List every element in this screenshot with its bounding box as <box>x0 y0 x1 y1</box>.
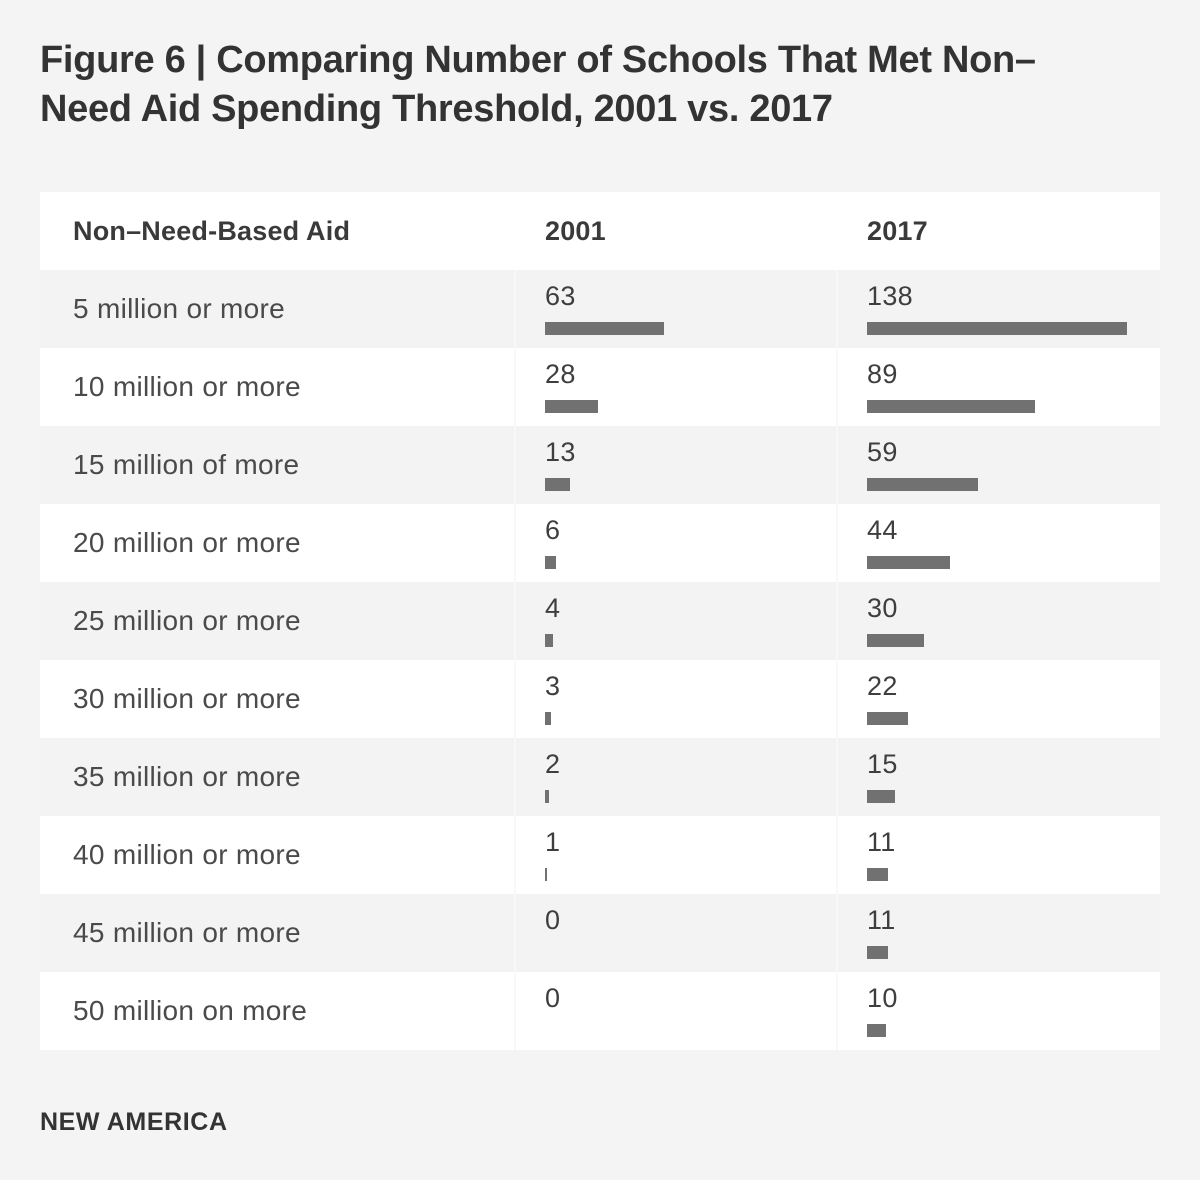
value-2017: 89 <box>867 359 898 389</box>
threshold-cell: 5 million or more <box>40 270 514 348</box>
value-2017: 11 <box>867 827 896 857</box>
bar-2017 <box>867 790 896 803</box>
bar-2017 <box>867 400 1035 413</box>
table-row: 45 million or more 0 11 <box>40 894 1160 972</box>
bar-2017 <box>867 478 979 491</box>
value-2017: 11 <box>867 905 896 935</box>
threshold-cell: 50 million on more <box>40 972 514 1050</box>
figure-title: Figure 6 | Comparing Number of Schools T… <box>40 36 1160 134</box>
value-cell-2001: 4 <box>514 582 836 660</box>
threshold-label: 25 million or more <box>73 605 301 636</box>
figure-title-line1: Figure 6 | Comparing Number of Schools T… <box>40 39 1036 81</box>
threshold-cell: 35 million or more <box>40 738 514 816</box>
bar-2017 <box>867 556 950 569</box>
bar-2001 <box>545 712 551 725</box>
value-cell-2001: 63 <box>514 270 836 348</box>
value-2017: 15 <box>867 749 898 779</box>
table-row: 50 million on more 0 10 <box>40 972 1160 1050</box>
value-cell-2001: 0 <box>514 894 836 972</box>
value-2001: 1 <box>545 827 561 857</box>
threshold-label: 40 million or more <box>73 839 301 870</box>
column-header-2017: 2017 <box>867 215 928 246</box>
table-row: 25 million or more 4 30 <box>40 582 1160 660</box>
bar-2017 <box>867 1024 886 1037</box>
value-2001: 4 <box>545 593 561 623</box>
value-cell-2001: 13 <box>514 426 836 504</box>
value-cell-2017: 11 <box>836 816 1160 894</box>
bar-2017 <box>867 946 888 959</box>
value-cell-2017: 30 <box>836 582 1160 660</box>
value-cell-2001: 3 <box>514 660 836 738</box>
column-header-2001: 2001 <box>545 215 606 246</box>
value-2001: 0 <box>545 983 561 1013</box>
bar-2001 <box>545 478 570 491</box>
column-header-aid: Non–Need-Based Aid <box>73 215 351 246</box>
threshold-cell: 45 million or more <box>40 894 514 972</box>
value-cell-2001: 2 <box>514 738 836 816</box>
value-cell-2017: 59 <box>836 426 1160 504</box>
threshold-label: 15 million of more <box>73 449 300 480</box>
table-row: 10 million or more 28 89 <box>40 348 1160 426</box>
bar-2017 <box>867 634 924 647</box>
threshold-label: 35 million or more <box>73 761 301 792</box>
table-row: 20 million or more 6 44 <box>40 504 1160 582</box>
threshold-cell: 20 million or more <box>40 504 514 582</box>
value-2017: 22 <box>867 671 898 701</box>
threshold-label: 20 million or more <box>73 527 301 558</box>
threshold-cell: 40 million or more <box>40 816 514 894</box>
threshold-cell: 15 million of more <box>40 426 514 504</box>
bar-2017 <box>867 712 909 725</box>
value-2017: 44 <box>867 515 898 545</box>
threshold-label: 5 million or more <box>73 293 286 324</box>
value-cell-2001: 6 <box>514 504 836 582</box>
table-row: 30 million or more 3 22 <box>40 660 1160 738</box>
table-row: 15 million of more 13 59 <box>40 426 1160 504</box>
figure-title-line2: Need Aid Spending Threshold, 2001 vs. 20… <box>40 88 833 130</box>
value-cell-2017: 11 <box>836 894 1160 972</box>
threshold-cell: 10 million or more <box>40 348 514 426</box>
value-2001: 6 <box>545 515 561 545</box>
bar-2017 <box>867 868 888 881</box>
new-america-wordmark: NEW AMERICA <box>40 1108 228 1136</box>
bar-2001 <box>545 634 553 647</box>
threshold-label: 50 million on more <box>73 995 308 1026</box>
value-2017: 138 <box>867 281 913 311</box>
value-cell-2001: 1 <box>514 816 836 894</box>
value-cell-2017: 89 <box>836 348 1160 426</box>
bar-2001 <box>545 400 598 413</box>
value-2001: 0 <box>545 905 561 935</box>
value-2001: 2 <box>545 749 561 779</box>
table-header-row: Non–Need-Based Aid 2001 2017 <box>40 192 1160 270</box>
bar-2001 <box>545 556 557 569</box>
value-2001: 28 <box>545 359 576 389</box>
value-cell-2001: 0 <box>514 972 836 1050</box>
threshold-cell: 30 million or more <box>40 660 514 738</box>
bar-2001 <box>545 322 664 335</box>
value-cell-2017: 22 <box>836 660 1160 738</box>
aid-threshold-table: Non–Need-Based Aid 2001 2017 5 million o… <box>40 192 1160 1050</box>
bar-2001 <box>545 790 549 803</box>
value-cell-2017: 15 <box>836 738 1160 816</box>
table-row: 40 million or more 1 11 <box>40 816 1160 894</box>
value-cell-2017: 44 <box>836 504 1160 582</box>
bar-2001 <box>545 868 547 881</box>
table-row: 5 million or more 63 138 <box>40 270 1160 348</box>
value-2017: 30 <box>867 593 898 623</box>
value-cell-2001: 28 <box>514 348 836 426</box>
table-row: 35 million or more 2 15 <box>40 738 1160 816</box>
value-2001: 3 <box>545 671 561 701</box>
table-body: 5 million or more 63 138 10 million or more… <box>40 270 1160 1050</box>
value-cell-2017: 138 <box>836 270 1160 348</box>
value-2017: 59 <box>867 437 898 467</box>
value-2001: 13 <box>545 437 576 467</box>
value-cell-2017: 10 <box>836 972 1160 1050</box>
bar-2017 <box>867 322 1127 335</box>
value-2001: 63 <box>545 281 576 311</box>
threshold-cell: 25 million or more <box>40 582 514 660</box>
threshold-label: 45 million or more <box>73 917 301 948</box>
value-2017: 10 <box>867 983 898 1013</box>
threshold-label: 10 million or more <box>73 371 301 402</box>
threshold-label: 30 million or more <box>73 683 301 714</box>
